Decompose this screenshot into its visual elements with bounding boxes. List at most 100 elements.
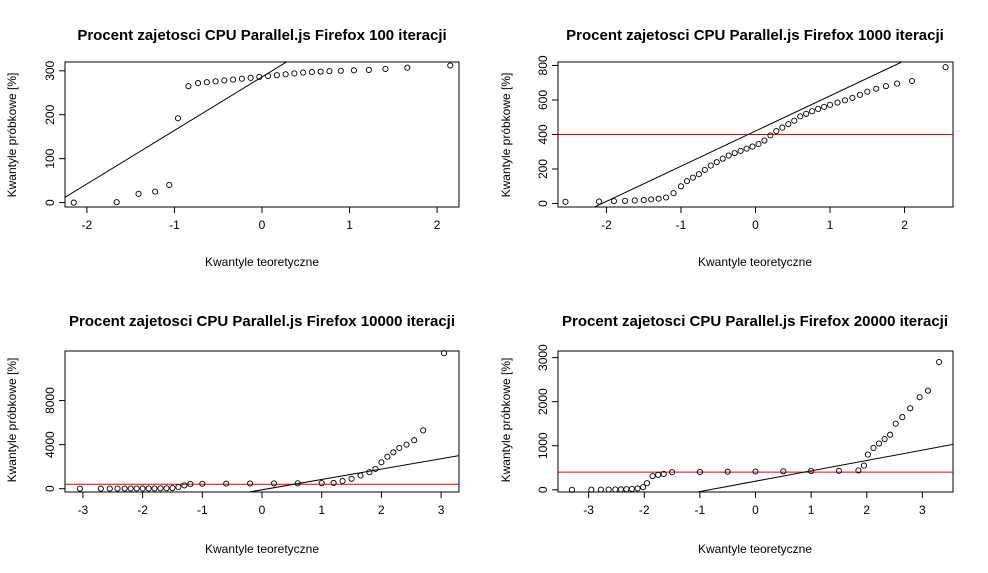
panel-3-data-point	[339, 477, 346, 485]
panel-2-data-point	[749, 143, 756, 150]
panel-1-data-point	[185, 83, 192, 90]
panel-2-ylabel: Kwantyle próbkowe [%]	[499, 73, 513, 198]
panel-2-xtick-label: 1	[827, 218, 834, 232]
panel-4-data-point	[916, 394, 923, 401]
panel-3-data-point	[330, 479, 337, 487]
panel-2-data-point	[821, 103, 828, 110]
panel-2-data-point	[761, 137, 768, 144]
panel-2-data-point	[797, 113, 804, 120]
panel-3-xtick-label: -3	[78, 503, 89, 517]
panel-2-data-point	[908, 77, 916, 85]
panel-1-data-point	[113, 199, 120, 206]
panel-1-data-point	[300, 69, 307, 76]
panel-3-xlabel: Kwantyle teoretyczne	[205, 542, 319, 556]
panel-4-data-point	[870, 444, 877, 451]
panel-1-ytick-label: 0	[43, 199, 57, 206]
panel-3-data-point	[403, 441, 410, 448]
panel-3-xtick-label: 3	[438, 503, 445, 517]
panel-4-data-point	[655, 471, 662, 478]
panel-4-data-point	[640, 484, 647, 491]
panel-2-data-point	[864, 88, 871, 95]
panel-2-data-point	[767, 132, 774, 139]
panel-4-data-point	[936, 358, 943, 366]
panel-1-data-point	[256, 73, 263, 80]
panel-1-data-point	[282, 71, 289, 78]
panel-4-data-point	[623, 486, 630, 493]
panel-2-plot: -2 -1 0 1 2 0 200 400 600 800	[536, 55, 954, 232]
panel-2: Procent zajetosci CPU Parallel.js Firefo…	[499, 27, 944, 269]
panel-2-data-point	[595, 198, 603, 205]
panel-1-ylabel: Kwantyle próbkowe [%]	[5, 73, 19, 198]
panel-4-data-point	[835, 467, 843, 474]
panel-2-ytick-label: 400	[536, 124, 550, 144]
panel-4-data-point	[696, 468, 703, 476]
panel-2-data-point	[731, 150, 738, 157]
panel-1-xtick-label: 1	[346, 218, 353, 232]
panel-1-data-point	[152, 188, 159, 195]
panel-3-data-point	[163, 485, 170, 492]
panel-1-plot: -2 -1 0 1 2 0 100 200 300	[43, 60, 460, 232]
panel-4-data-point	[617, 486, 624, 493]
panel-1-data-point	[230, 76, 237, 83]
panel-2-data-point	[655, 195, 662, 202]
panel-2-data-point	[873, 85, 880, 92]
panel-1-plot-frame	[64, 61, 460, 208]
panel-3-data-point	[318, 480, 325, 487]
panel-3-data-point	[139, 485, 146, 492]
panel-4-data-point	[855, 467, 862, 474]
panel-4-xtick-label: 3	[919, 503, 926, 517]
panel-2-title: Procent zajetosci CPU Parallel.js Firefo…	[566, 27, 944, 44]
panel-2-data-point	[894, 80, 901, 87]
panel-4-data-point	[860, 462, 868, 469]
panel-4-data-point	[597, 486, 604, 493]
panel-3-xtick-label: 2	[378, 503, 385, 517]
panel-2-ytick-label: 800	[536, 55, 550, 75]
panel-2-data-point	[683, 178, 690, 185]
panel-1-data-point	[273, 72, 280, 79]
panel-3-title: Procent zajetosci CPU Parallel.js Firefo…	[69, 313, 455, 330]
panel-3-data-point	[151, 485, 158, 492]
panel-4-xtick-label: 1	[808, 503, 815, 517]
panel-2-data-point	[826, 101, 834, 108]
panel-3-data-point	[133, 485, 140, 492]
panel-2-ytick-label: 0	[536, 200, 550, 207]
panel-3-data-point	[145, 485, 152, 492]
panel-3-data-point	[106, 485, 113, 492]
panel-2-data-point	[610, 198, 617, 205]
panel-1-data-point	[337, 67, 344, 74]
panel-2-data-point	[743, 145, 750, 152]
panel-3-data-point	[169, 484, 176, 492]
panel-1-data-point	[317, 68, 324, 75]
panel-2-data-point	[562, 198, 569, 205]
panel-1-title: Procent zajetosci CPU Parallel.js Firefo…	[77, 27, 446, 44]
panel-4-ytick-label: 3000	[536, 344, 550, 371]
panel-2-data-point	[809, 108, 816, 115]
panel-4-title: Procent zajetosci CPU Parallel.js Firefo…	[562, 313, 948, 330]
panel-3-data-point	[378, 459, 385, 466]
panel-1-data-point	[247, 74, 254, 81]
panel-1: Procent zajetosci CPU Parallel.js Firefo…	[5, 27, 447, 269]
panel-3-xtick-label: 0	[259, 503, 266, 517]
panel-2-data-point	[779, 124, 786, 131]
panel-3-data-point	[121, 485, 128, 492]
panel-2-data-point	[803, 110, 810, 117]
panel-3-data-point	[390, 449, 397, 456]
panel-4-data-point	[612, 486, 619, 493]
panel-1-xlabel: Kwantyle teoretyczne	[205, 255, 319, 269]
panel-4-qq-line	[694, 443, 953, 492]
panel-2-data-point	[707, 162, 714, 169]
panel-3: Procent zajetosci CPU Parallel.js Firefo…	[5, 313, 455, 556]
panel-4-ylabel: Kwantyle próbkowe [%]	[499, 358, 513, 483]
panel-2-data-point	[689, 174, 696, 181]
panel-3-data-point	[348, 475, 355, 482]
panel-2-data-point	[663, 194, 670, 201]
panel-1-ytick-label: 300	[43, 60, 57, 80]
panel-1-data-point	[447, 62, 454, 69]
panel-1-ytick-label: 200	[43, 104, 57, 124]
panel-1-data-point	[174, 115, 181, 122]
panel-3-data-point	[357, 472, 364, 479]
panel-4-data-point	[892, 420, 899, 427]
panel-4-data-point	[605, 486, 612, 493]
panel-1-data-point	[195, 80, 202, 87]
panel-2-data-point	[701, 166, 708, 173]
